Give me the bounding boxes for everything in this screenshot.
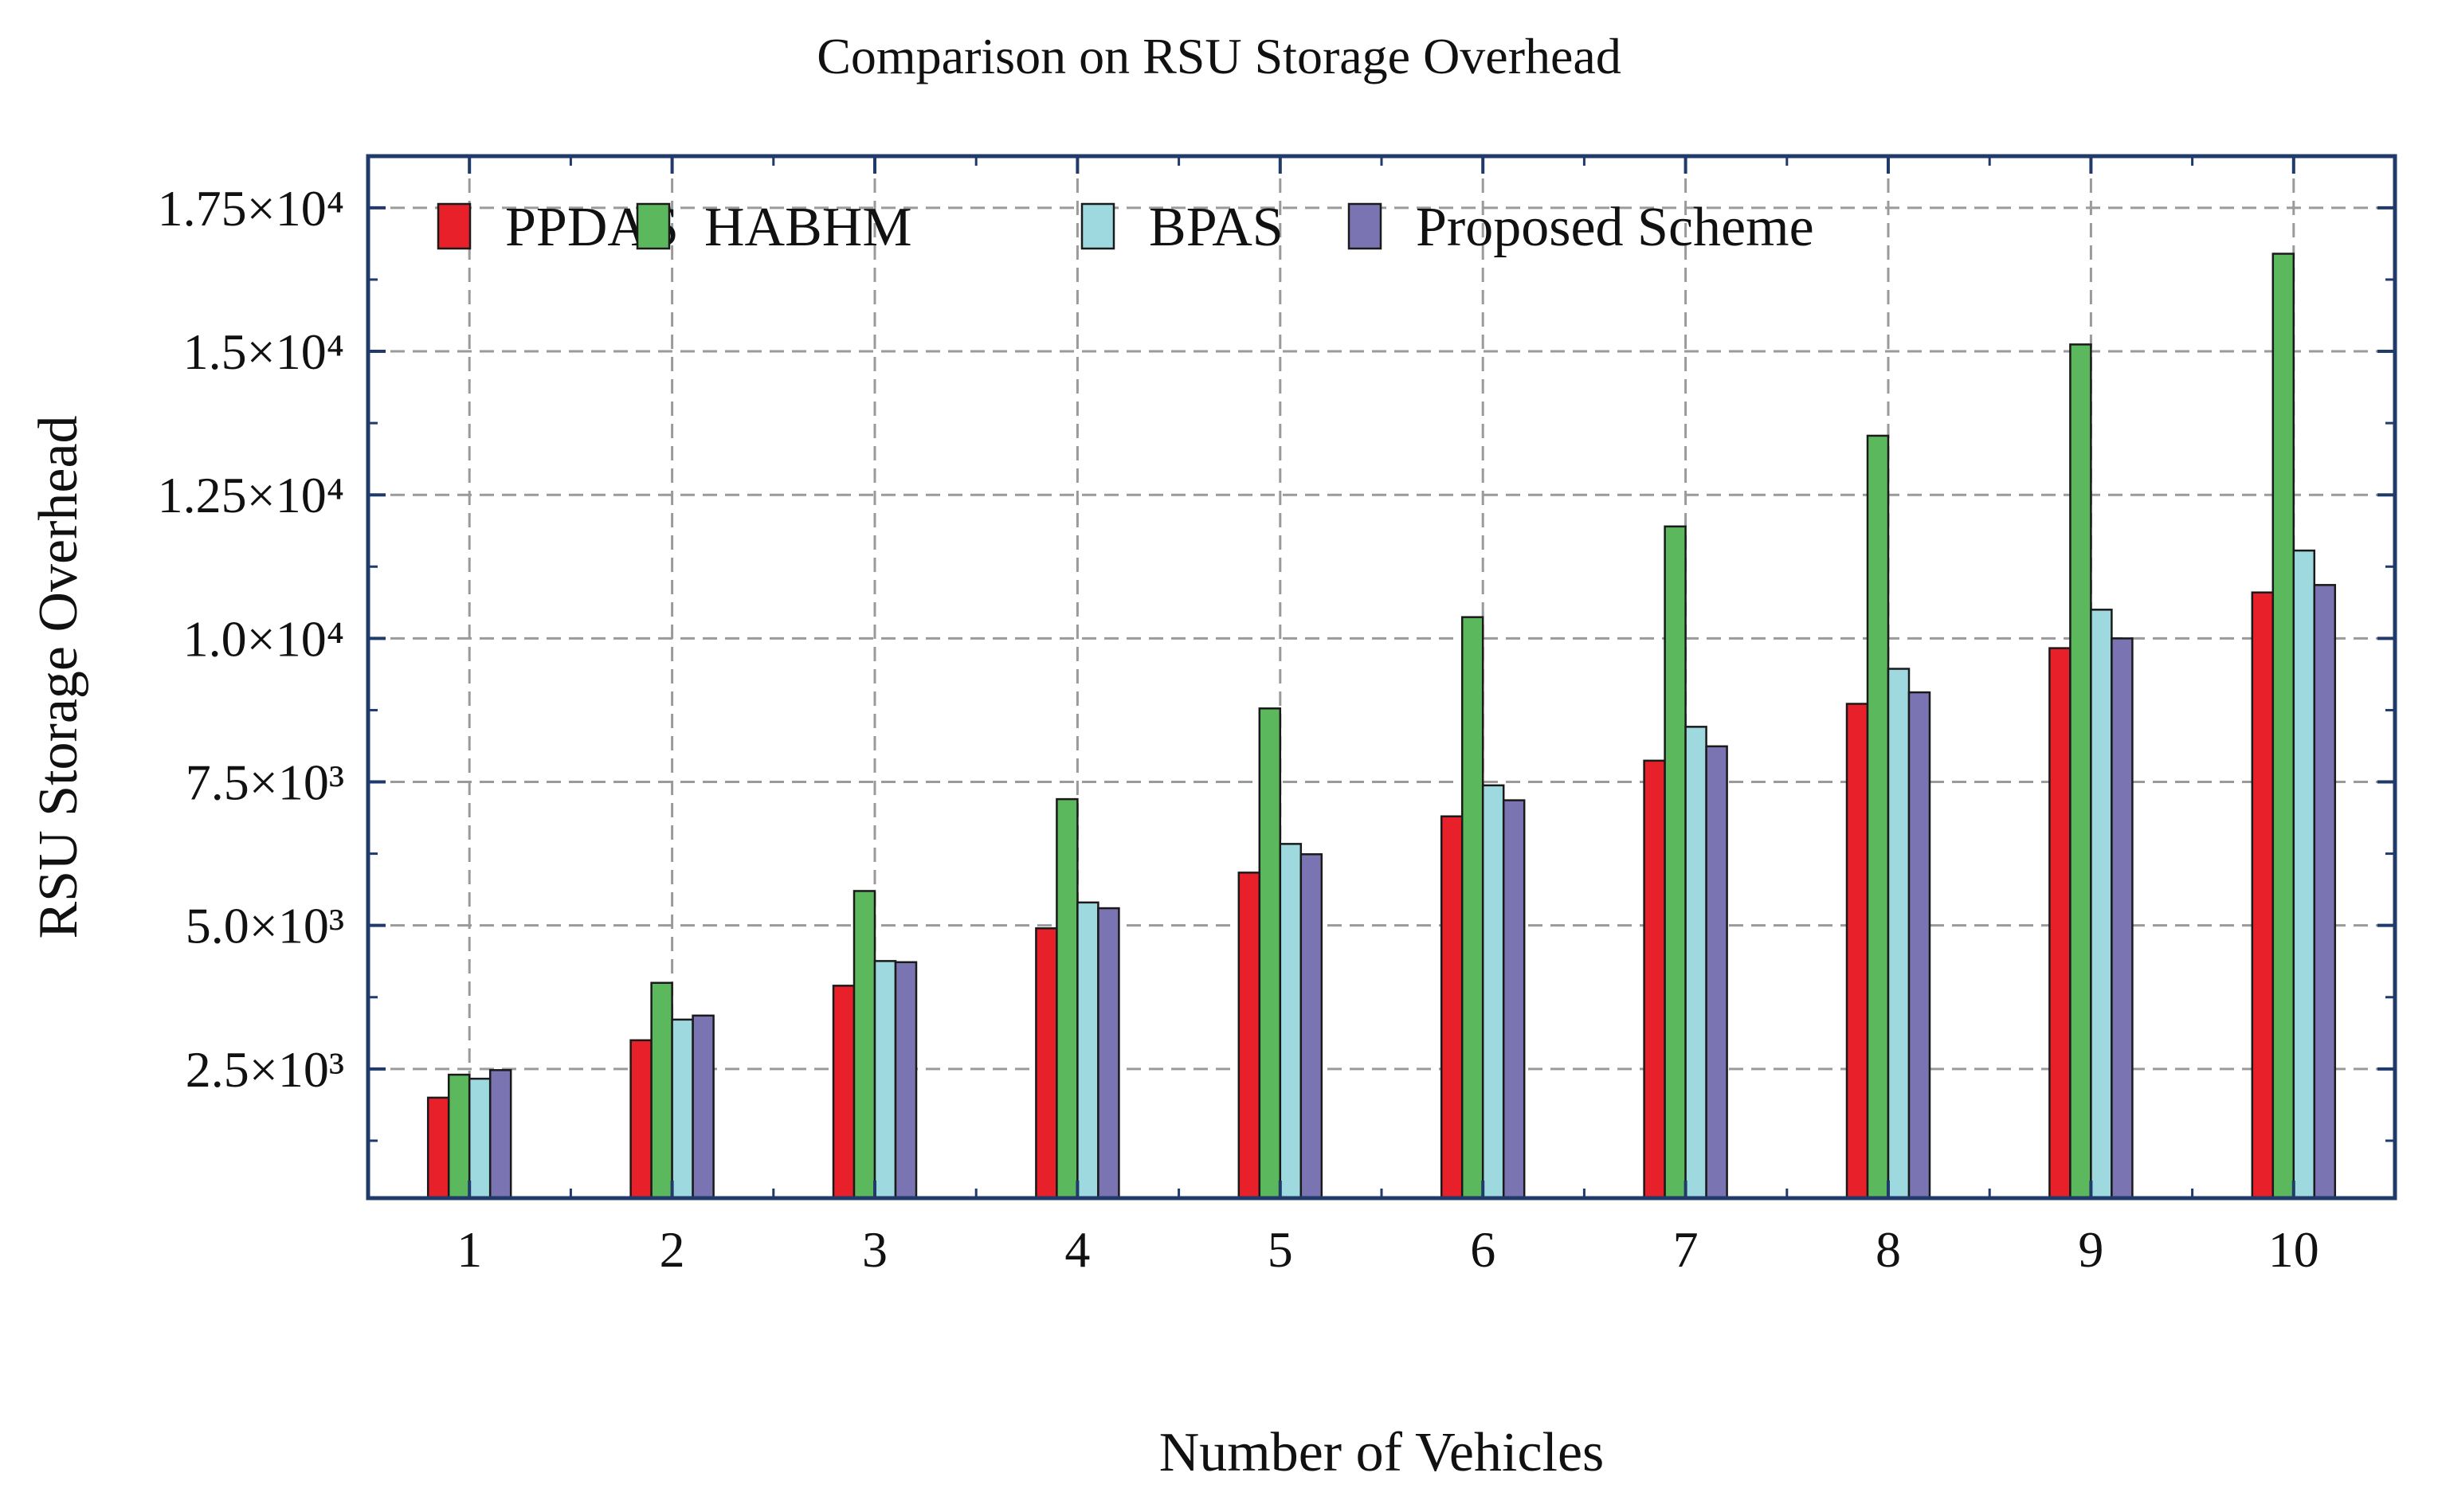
y-tick-label: 5.0×10³: [186, 898, 344, 954]
bar-ppdas-6: [1440, 815, 1464, 1200]
bar-proposed-scheme-3: [894, 961, 918, 1200]
y-tick-label: 1.75×10⁴: [158, 180, 344, 237]
y-tick-label: 1.5×10⁴: [183, 323, 344, 380]
bar-ppdas-8: [1845, 703, 1869, 1200]
bar-ppdas-7: [1643, 759, 1666, 1200]
y-tick-labels: 2.5×10³ 5.0×10³ 7.5×10³ 1.0×10⁴ 1.25×10⁴ 1.5×…: [158, 180, 344, 1098]
bars: [426, 253, 2337, 1200]
bar-bpas-6: [1481, 784, 1505, 1200]
x-tick-label: 7: [1673, 1221, 1699, 1278]
x-tick-labels: 1 2 3 4 5 6 7 8 9 10: [457, 1221, 2319, 1278]
bar-bpas-1: [468, 1077, 492, 1200]
bar-proposed-scheme-6: [1502, 799, 1526, 1200]
bar-habhm-6: [1460, 616, 1484, 1200]
x-axis-label: Number of Vehicles: [1159, 1422, 1605, 1483]
x-tick-label: 2: [660, 1221, 685, 1278]
legend-label-habhm: HABHM: [704, 197, 912, 258]
bar-ppdas-5: [1237, 872, 1261, 1200]
bar-bpas-8: [1887, 668, 1911, 1200]
bar-habhm-2: [650, 981, 673, 1200]
bar-habhm-10: [2271, 253, 2295, 1200]
y-axis-label: RSU Storage Overhead: [28, 415, 89, 938]
x-tick-label: 8: [1876, 1221, 1901, 1278]
legend-label-bpas: BPAS: [1149, 197, 1284, 258]
bar-habhm-4: [1056, 797, 1079, 1200]
bar-habhm-5: [1258, 707, 1282, 1200]
bar-proposed-scheme-9: [2111, 637, 2134, 1200]
legend: PPDAS HABHM BPAS Proposed Scheme: [437, 197, 1814, 258]
bar-ppdas-1: [426, 1096, 450, 1200]
bar-ppdas-3: [832, 985, 856, 1200]
bar-bpas-5: [1279, 843, 1303, 1200]
bar-proposed-scheme-5: [1299, 853, 1323, 1200]
legend-swatch-habhm: [636, 202, 671, 250]
x-tick-label: 10: [2268, 1221, 2319, 1278]
bar-bpas-2: [671, 1018, 694, 1200]
bar-ppdas-2: [629, 1039, 653, 1200]
bar-bpas-9: [2090, 609, 2113, 1200]
bar-habhm-1: [447, 1073, 471, 1200]
legend-label-proposed-scheme: Proposed Scheme: [1416, 197, 1814, 258]
bar-habhm-9: [2069, 343, 2092, 1200]
bar-proposed-scheme-2: [692, 1014, 715, 1200]
bar-proposed-scheme-8: [1907, 691, 1931, 1200]
bar-proposed-scheme-1: [488, 1069, 512, 1200]
bar-habhm-3: [853, 890, 876, 1200]
x-tick-label: 9: [2078, 1221, 2103, 1278]
bar-bpas-4: [1076, 901, 1099, 1200]
bar-bpas-10: [2292, 549, 2316, 1200]
y-tick-label: 7.5×10³: [186, 754, 344, 811]
y-tick-label: 1.0×10⁴: [183, 610, 344, 667]
bar-ppdas-9: [2048, 647, 2072, 1200]
axis-ticks: [368, 156, 2395, 1198]
bar-ppdas-4: [1035, 927, 1058, 1200]
bar-proposed-scheme-7: [1705, 745, 1728, 1200]
legend-swatch-proposed-scheme: [1347, 202, 1382, 250]
x-tick-label: 1: [457, 1221, 482, 1278]
x-tick-label: 3: [862, 1221, 888, 1278]
bar-habhm-7: [1664, 525, 1687, 1200]
bar-habhm-8: [1866, 434, 1890, 1200]
bar-bpas-3: [873, 960, 897, 1200]
legend-swatch-ppdas: [437, 202, 472, 250]
bar-ppdas-10: [2251, 591, 2275, 1200]
bar-bpas-7: [1684, 726, 1707, 1200]
bar-proposed-scheme-10: [2313, 584, 2337, 1200]
x-tick-label: 5: [1268, 1221, 1293, 1278]
y-tick-label: 1.25×10⁴: [158, 467, 344, 523]
chart-title: Comparison on RSU Storage Overhead: [817, 28, 1621, 84]
y-tick-label: 2.5×10³: [186, 1041, 344, 1098]
bar-proposed-scheme-4: [1097, 907, 1120, 1200]
x-tick-label: 4: [1064, 1221, 1090, 1278]
x-tick-label: 6: [1470, 1221, 1495, 1278]
legend-swatch-bpas: [1080, 202, 1115, 250]
